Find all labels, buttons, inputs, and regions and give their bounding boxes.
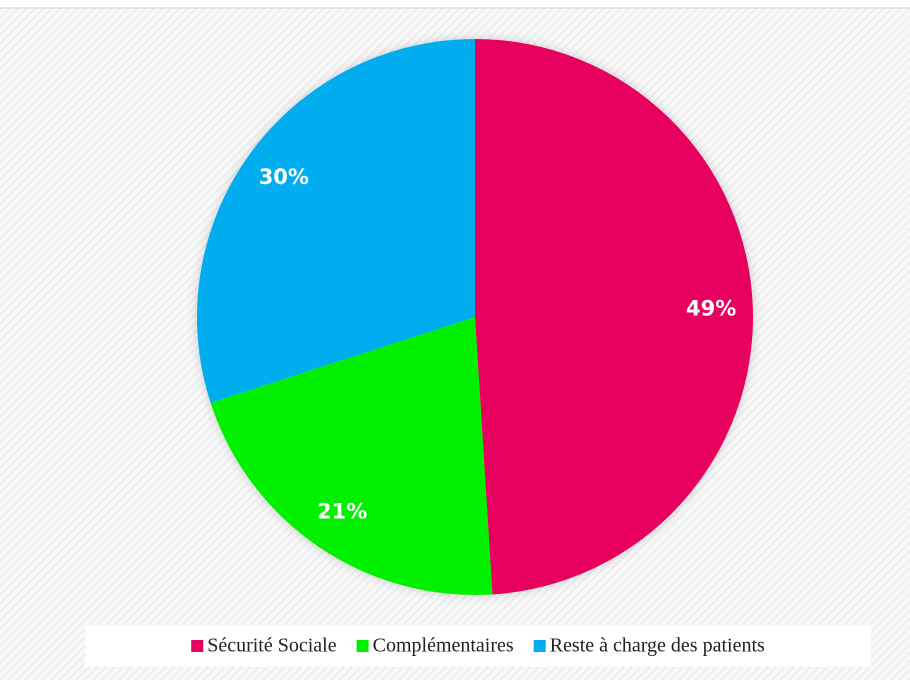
legend-box [85, 625, 871, 667]
value-label: 49% [686, 297, 736, 321]
legend-label: Complémentaires [373, 635, 514, 657]
legend-item: Sécurité Sociale [191, 635, 337, 657]
value-label: 30% [259, 165, 309, 189]
legend-swatch [356, 640, 369, 652]
pie-slice [475, 39, 753, 595]
legend-item: Reste à charge des patients [533, 635, 765, 657]
pie [197, 39, 753, 595]
legend-item: Complémentaires [356, 635, 514, 657]
value-label: 21% [317, 499, 367, 523]
pie-slice [210, 317, 493, 595]
legend-swatch [191, 640, 204, 652]
pie-slice [197, 39, 475, 403]
legend-label: Sécurité Sociale [207, 635, 337, 657]
legend-label: Reste à charge des patients [550, 635, 765, 657]
legend-swatch [533, 640, 546, 652]
legend: Sécurité Sociale Complémentaires Reste à c… [191, 635, 765, 657]
value-labels: 49% 21% 30% [259, 165, 737, 523]
